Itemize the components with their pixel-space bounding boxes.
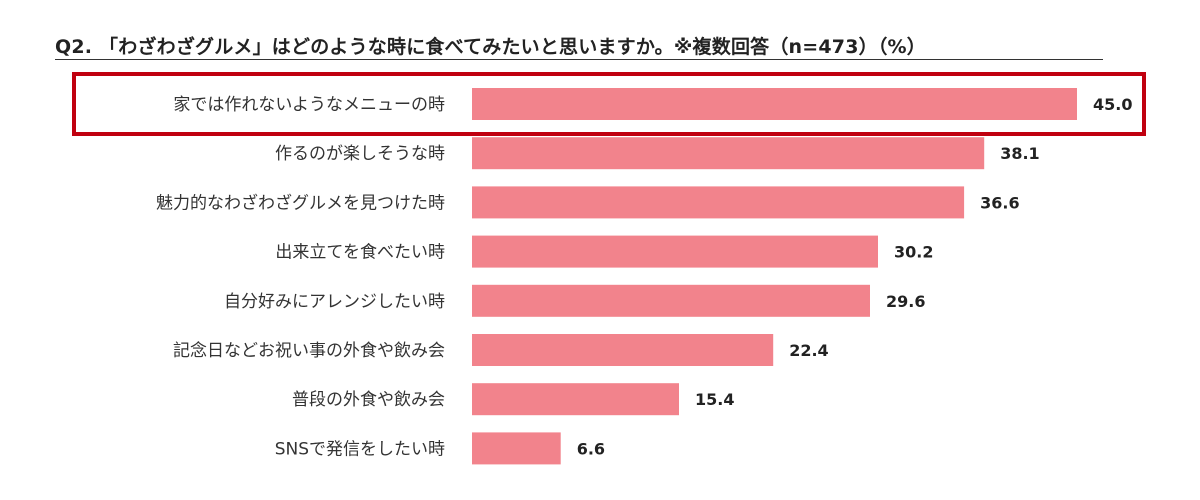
value-label: 36.6 [980, 193, 1019, 212]
category-label: SNSで発信をしたい時 [275, 439, 445, 459]
category-label: 出来立てを食べたい時 [275, 243, 445, 263]
category-label: 自分好みにアレンジしたい時 [224, 292, 445, 312]
value-label: 6.6 [577, 439, 605, 458]
value-label: 45.0 [1093, 95, 1132, 114]
bar [472, 88, 1077, 120]
category-label: 家では作れないようなメニューの時 [173, 95, 445, 115]
category-label: 作るのが楽しそうな時 [275, 144, 445, 164]
value-label: 30.2 [894, 243, 933, 262]
highlight-box [72, 72, 1146, 136]
chart-title: Q2. 「わざわざグルメ」はどのような時に食べてみたいと思いますか。※複数回答（… [55, 36, 926, 58]
category-label: 普段の外食や飲み会 [292, 390, 445, 410]
bar [472, 383, 679, 416]
bar [472, 186, 965, 219]
value-label: 15.4 [695, 390, 734, 409]
bar [472, 284, 870, 317]
category-label: 魅力的なわざわざグルメを見つけた時 [156, 192, 445, 213]
value-label: 29.6 [886, 292, 925, 311]
bar [472, 432, 561, 465]
bar [472, 235, 878, 268]
bar [472, 137, 985, 170]
value-label: 22.4 [789, 341, 828, 360]
category-label: 記念日などお祝い事の外食や飲み会 [173, 340, 445, 361]
bar [472, 334, 774, 366]
value-label: 38.1 [1000, 144, 1039, 163]
title-underline [55, 59, 1103, 60]
